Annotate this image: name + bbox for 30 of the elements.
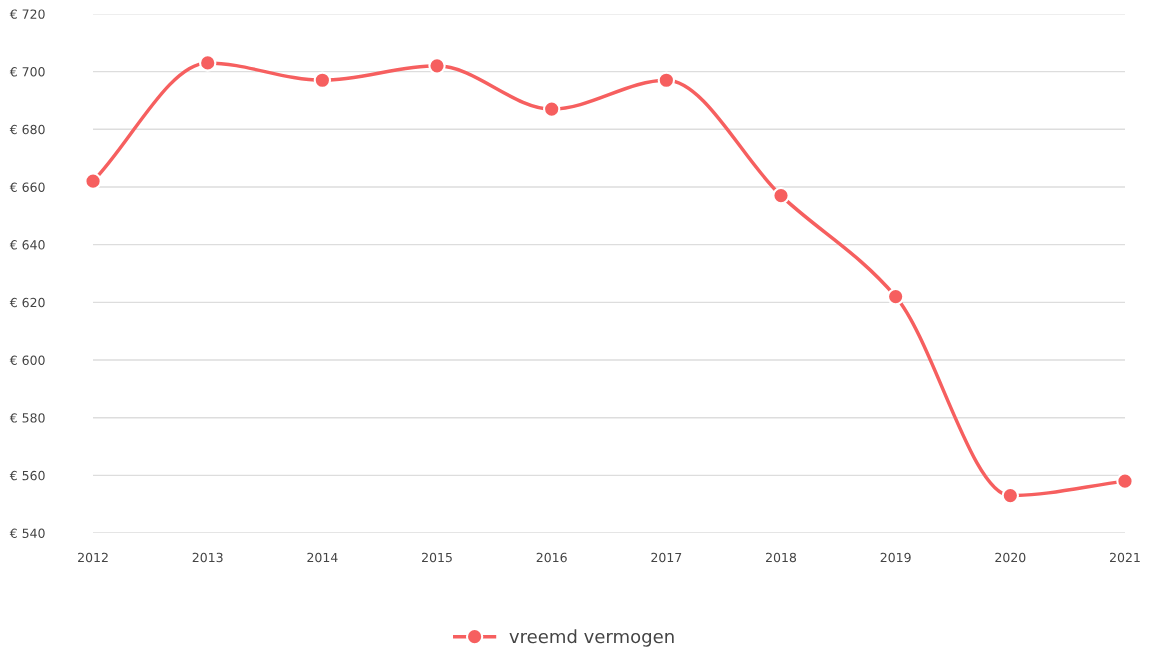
legend-label: vreemd vermogen [509,629,674,647]
point [313,71,332,89]
x-tick-label: 2012 [78,552,108,563]
x-tick-label: 2019 [880,552,911,563]
y-tick-label: € 660 [9,182,45,192]
x-tick-label: 2021 [1109,552,1140,563]
x-tick-label: 2017 [651,552,682,563]
point [657,71,676,89]
point [428,57,446,75]
x-tick-label: 2015 [422,552,452,563]
x-tick-label: 2020 [995,552,1026,563]
y-tick-label: € 700 [9,67,45,77]
y-tick-label: € 600 [9,355,45,365]
y-tick-label: € 560 [9,470,45,481]
y-tick-label: € 640 [9,240,45,250]
point [1116,472,1134,490]
x-tick-label: 2016 [536,552,567,563]
x-tick-label: 2013 [192,552,223,563]
point [886,287,905,306]
point [199,54,217,72]
x-tick-label: 2014 [307,552,338,563]
point [772,186,790,205]
y-tick-label: € 720 [9,9,45,19]
y-tick-label: € 680 [9,124,45,135]
y-tick-label: € 620 [9,297,45,308]
point [84,172,102,190]
y-tick-label: € 580 [9,413,45,423]
point [543,100,561,118]
x-tick-label: 2018 [766,552,797,563]
y-tick-label: € 540 [9,528,45,538]
